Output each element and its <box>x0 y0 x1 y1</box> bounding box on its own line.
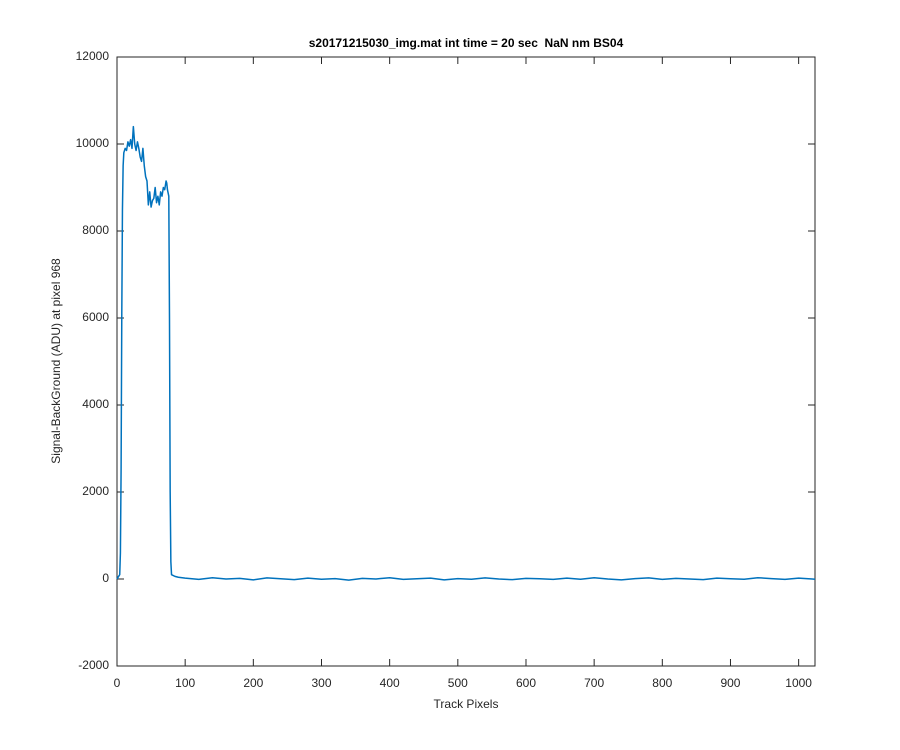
x-tick-label: 600 <box>516 676 536 690</box>
x-axis-label: Track Pixels <box>434 697 499 711</box>
x-tick-label: 800 <box>652 676 672 690</box>
x-tick-label: 100 <box>175 676 195 690</box>
x-tick-label: 300 <box>311 676 331 690</box>
y-tick-label: 10000 <box>76 136 110 150</box>
x-tick-label: 200 <box>243 676 263 690</box>
x-tick-label: 400 <box>380 676 400 690</box>
x-tick-label: 500 <box>448 676 468 690</box>
plot-area <box>116 56 816 667</box>
y-tick-label: 0 <box>102 571 109 585</box>
y-tick-label: 4000 <box>82 397 109 411</box>
y-tick-label: 6000 <box>82 310 109 324</box>
chart-title: s20171215030_img.mat int time = 20 sec N… <box>309 36 624 50</box>
x-tick-label: 0 <box>114 676 121 690</box>
y-axis-label: Signal-BackGround (ADU) at pixel 968 <box>49 258 63 464</box>
x-tick-label: 700 <box>584 676 604 690</box>
y-tick-label: 2000 <box>82 484 109 498</box>
y-tick-label: 12000 <box>76 49 110 63</box>
x-tick-label: 1000 <box>785 676 812 690</box>
y-tick-label: -2000 <box>78 658 109 672</box>
data-line <box>116 125 816 581</box>
y-tick-label: 8000 <box>82 223 109 237</box>
x-tick-label: 900 <box>720 676 740 690</box>
